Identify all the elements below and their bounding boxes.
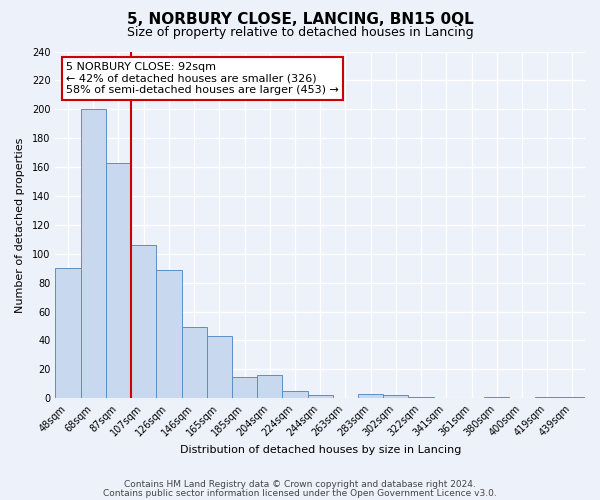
Bar	[131, 245, 157, 398]
Bar	[560, 397, 585, 398]
Bar	[207, 336, 232, 398]
Text: 5, NORBURY CLOSE, LANCING, BN15 0QL: 5, NORBURY CLOSE, LANCING, BN15 0QL	[127, 12, 473, 28]
Bar	[157, 270, 182, 398]
Text: Contains HM Land Registry data © Crown copyright and database right 2024.: Contains HM Land Registry data © Crown c…	[124, 480, 476, 489]
Bar	[283, 391, 308, 398]
Bar	[535, 397, 560, 398]
Bar	[257, 375, 283, 398]
Text: 5 NORBURY CLOSE: 92sqm
← 42% of detached houses are smaller (326)
58% of semi-de: 5 NORBURY CLOSE: 92sqm ← 42% of detached…	[66, 62, 339, 95]
Bar	[232, 376, 257, 398]
Text: Size of property relative to detached houses in Lancing: Size of property relative to detached ho…	[127, 26, 473, 39]
Bar	[383, 396, 409, 398]
Y-axis label: Number of detached properties: Number of detached properties	[15, 137, 25, 312]
Bar	[409, 397, 434, 398]
X-axis label: Distribution of detached houses by size in Lancing: Distribution of detached houses by size …	[179, 445, 461, 455]
Bar	[80, 110, 106, 399]
Bar	[358, 394, 383, 398]
Bar	[484, 397, 509, 398]
Bar	[182, 328, 207, 398]
Bar	[106, 163, 131, 398]
Bar	[308, 396, 333, 398]
Text: Contains public sector information licensed under the Open Government Licence v3: Contains public sector information licen…	[103, 488, 497, 498]
Bar	[55, 268, 80, 398]
